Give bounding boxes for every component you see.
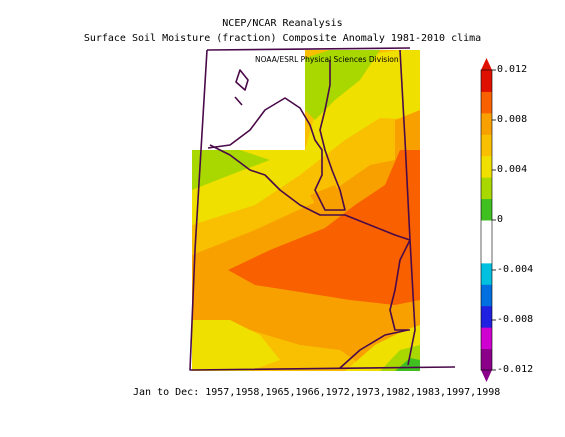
colorbar-tick-label: 0.012 (497, 64, 528, 75)
colorbar-segment (481, 220, 492, 242)
colorbar-segment (481, 348, 492, 371)
colorbar-segment (481, 112, 492, 135)
colorbar-segment (481, 327, 492, 350)
field-green-north (305, 50, 380, 120)
map-title: NCEP/NCAR Reanalysis (222, 18, 343, 29)
colorbar-segment (481, 198, 492, 221)
composite-years: Jan to Dec: 1957,1958,1965,1966,1972,197… (133, 387, 501, 398)
colorbar-segment (481, 241, 492, 264)
field-red-orange-core (228, 150, 420, 305)
colorbar-tick-label: 0 (497, 214, 504, 225)
field-orange-east (395, 110, 420, 160)
colorbar-segment (481, 134, 492, 157)
boundary-inlet (234, 96, 243, 106)
map-subtitle: Surface Soil Moisture (fraction) Composi… (83, 33, 482, 44)
colorbar (480, 58, 496, 382)
colorbar-tick-label: 0.008 (497, 114, 528, 125)
boundary-bay-coast (207, 60, 346, 211)
boundary-southeast (389, 239, 411, 331)
colorbar-segment (481, 177, 492, 200)
credit-text: NOAA/ESRL Physical Sciences Division (255, 55, 399, 64)
colorbar-tick-label: -0.012 (497, 364, 534, 375)
colorbar-bottom-arrow (481, 370, 492, 382)
colorbar-segment (481, 70, 492, 92)
field-yellow-southwest (192, 320, 280, 371)
colorbar-top-arrow (481, 58, 492, 70)
boundary-west-south (189, 49, 456, 371)
boundaries (189, 47, 456, 371)
field-green-west (192, 150, 270, 190)
colorbar-segment (481, 305, 492, 328)
colorbar-segment (481, 155, 492, 178)
colorbar-tick-label: 0.004 (497, 164, 528, 175)
masked-water-area (192, 50, 305, 150)
boundary-island (235, 69, 249, 91)
boundary-south-coast (339, 329, 409, 369)
field-orange-notch (310, 185, 345, 212)
boundary-internal (209, 144, 411, 241)
colorbar-segment (481, 91, 492, 114)
anomaly-field (192, 50, 420, 371)
colorbar-tick-label: -0.008 (497, 314, 534, 325)
boundary-north (206, 47, 411, 51)
field-yellow-north (192, 50, 420, 225)
colorbar-segment (481, 284, 492, 307)
colorbar-tick-label: -0.004 (497, 264, 534, 275)
colorbar-segment (481, 262, 492, 285)
